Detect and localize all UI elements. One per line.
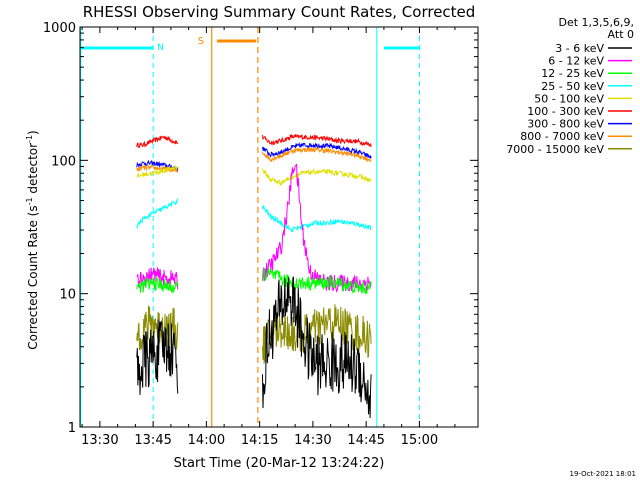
plot-content: NS xyxy=(80,27,420,427)
legend-label-1: 6 - 12 keV xyxy=(548,55,604,68)
legend-header-0: Det 1,3,5,6,9, xyxy=(558,16,634,29)
x-axis-label: Start Time (20-Mar-12 13:24:22) xyxy=(174,456,385,471)
legend-label-0: 3 - 6 keV xyxy=(555,42,604,55)
legend-label-3: 25 - 50 keV xyxy=(541,80,604,93)
footer-timestamp: 19-Oct-2021 18:01 xyxy=(570,470,636,478)
y-tick-label-2: 100 xyxy=(51,154,76,169)
series-4-segment-0 xyxy=(136,198,179,229)
legend-header-1: Att 0 xyxy=(608,28,634,41)
legend-label-4: 50 - 100 keV xyxy=(534,92,604,105)
plot-frame xyxy=(79,26,479,428)
x-tick-label-6: 15:00 xyxy=(401,433,438,448)
saa-label: S xyxy=(198,36,204,47)
legend-label-6: 300 - 800 keV xyxy=(527,118,604,131)
legend-label-7: 800 - 7000 keV xyxy=(520,130,604,143)
legend-label-5: 100 - 300 keV xyxy=(527,105,604,118)
y-tick-label-0: 1 xyxy=(68,421,76,436)
series-2-segment-1 xyxy=(262,146,372,163)
axes: 13:30 13:45 14:00 14:15 14:30 14:45 15:00 1 10 10… xyxy=(43,21,478,448)
x-tick-label-1: 13:45 xyxy=(134,433,171,448)
series-4-segment-1 xyxy=(262,204,372,233)
series-0-segment-1 xyxy=(262,133,372,148)
x-tick-label-2: 14:00 xyxy=(188,433,225,448)
x-tick-label-3: 14:15 xyxy=(241,433,278,448)
series-7-segment-0 xyxy=(136,305,179,351)
legend-label-8: 7000 - 15000 keV xyxy=(506,143,604,156)
series-2-segment-0 xyxy=(136,164,179,173)
series-3-segment-1 xyxy=(262,168,372,187)
series-6-segment-1 xyxy=(262,267,372,295)
series-8-segment-1 xyxy=(262,276,372,419)
series-1-segment-1 xyxy=(262,141,372,159)
y-tick-label-3: 1000 xyxy=(43,21,76,36)
y-tick-label-1: 10 xyxy=(59,288,76,303)
series-8-segment-0 xyxy=(136,319,179,396)
series-3-segment-0 xyxy=(136,164,178,178)
series-5-segment-0 xyxy=(136,266,179,290)
legend-label-2: 12 - 25 keV xyxy=(541,67,604,80)
x-tick-label-5: 14:45 xyxy=(347,433,384,448)
chart-title: RHESSI Observing Summary Count Rates, Co… xyxy=(83,3,476,21)
series-7-segment-1 xyxy=(262,304,372,364)
night-label: N xyxy=(157,43,164,53)
x-tick-label-4: 14:30 xyxy=(294,433,331,448)
series-0-segment-0 xyxy=(136,135,179,148)
y-axis-label: Corrected Count Rate (s-1 detector-1) xyxy=(25,130,40,349)
series-6-segment-0 xyxy=(136,276,179,294)
x-tick-label-0: 13:30 xyxy=(81,433,118,448)
